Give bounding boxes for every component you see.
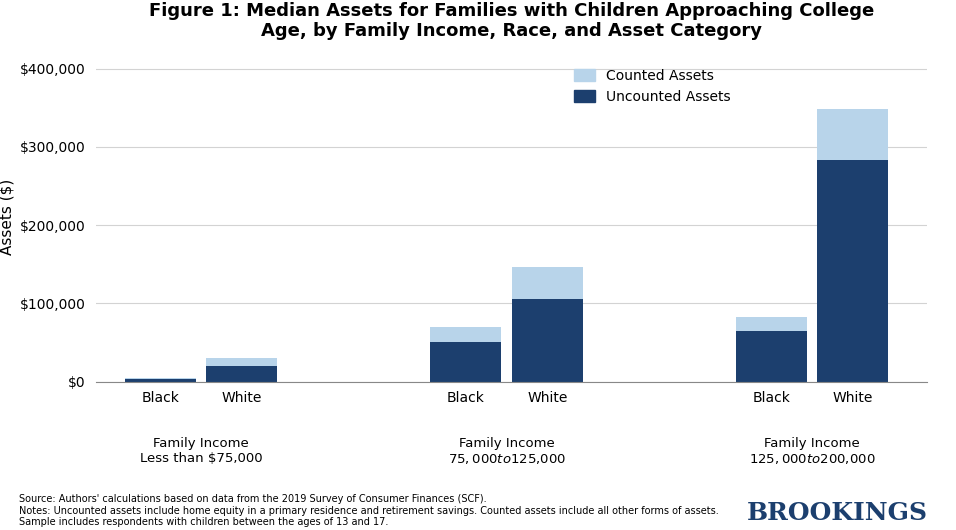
Text: Family Income
Less than $75,000: Family Income Less than $75,000	[140, 437, 262, 465]
Bar	[124, 378, 196, 379]
Text: Source: Authors' calculations based on data from the 2019 Survey of Consumer Fin: Source: Authors' calculations based on d…	[19, 494, 719, 527]
Text: Family Income
$125,000 to $200,000: Family Income $125,000 to $200,000	[749, 437, 876, 466]
Bar	[206, 366, 277, 382]
Bar	[817, 160, 888, 382]
Bar	[206, 358, 277, 366]
Text: BROOKINGS: BROOKINGS	[747, 501, 927, 525]
Text: Family Income
$75,000 to $125,000: Family Income $75,000 to $125,000	[447, 437, 566, 466]
Title: Figure 1: Median Assets for Families with Children Approaching College
Age, by F: Figure 1: Median Assets for Families wit…	[149, 2, 874, 40]
Legend: Counted Assets, Uncounted Assets: Counted Assets, Uncounted Assets	[568, 63, 736, 109]
Bar	[511, 299, 583, 382]
Bar	[124, 379, 196, 382]
Y-axis label: Assets ($): Assets ($)	[0, 179, 14, 255]
Bar	[736, 331, 807, 382]
Bar	[511, 267, 583, 299]
Bar	[736, 316, 807, 331]
Bar	[430, 342, 502, 382]
Bar	[430, 327, 502, 342]
Bar	[817, 109, 888, 160]
